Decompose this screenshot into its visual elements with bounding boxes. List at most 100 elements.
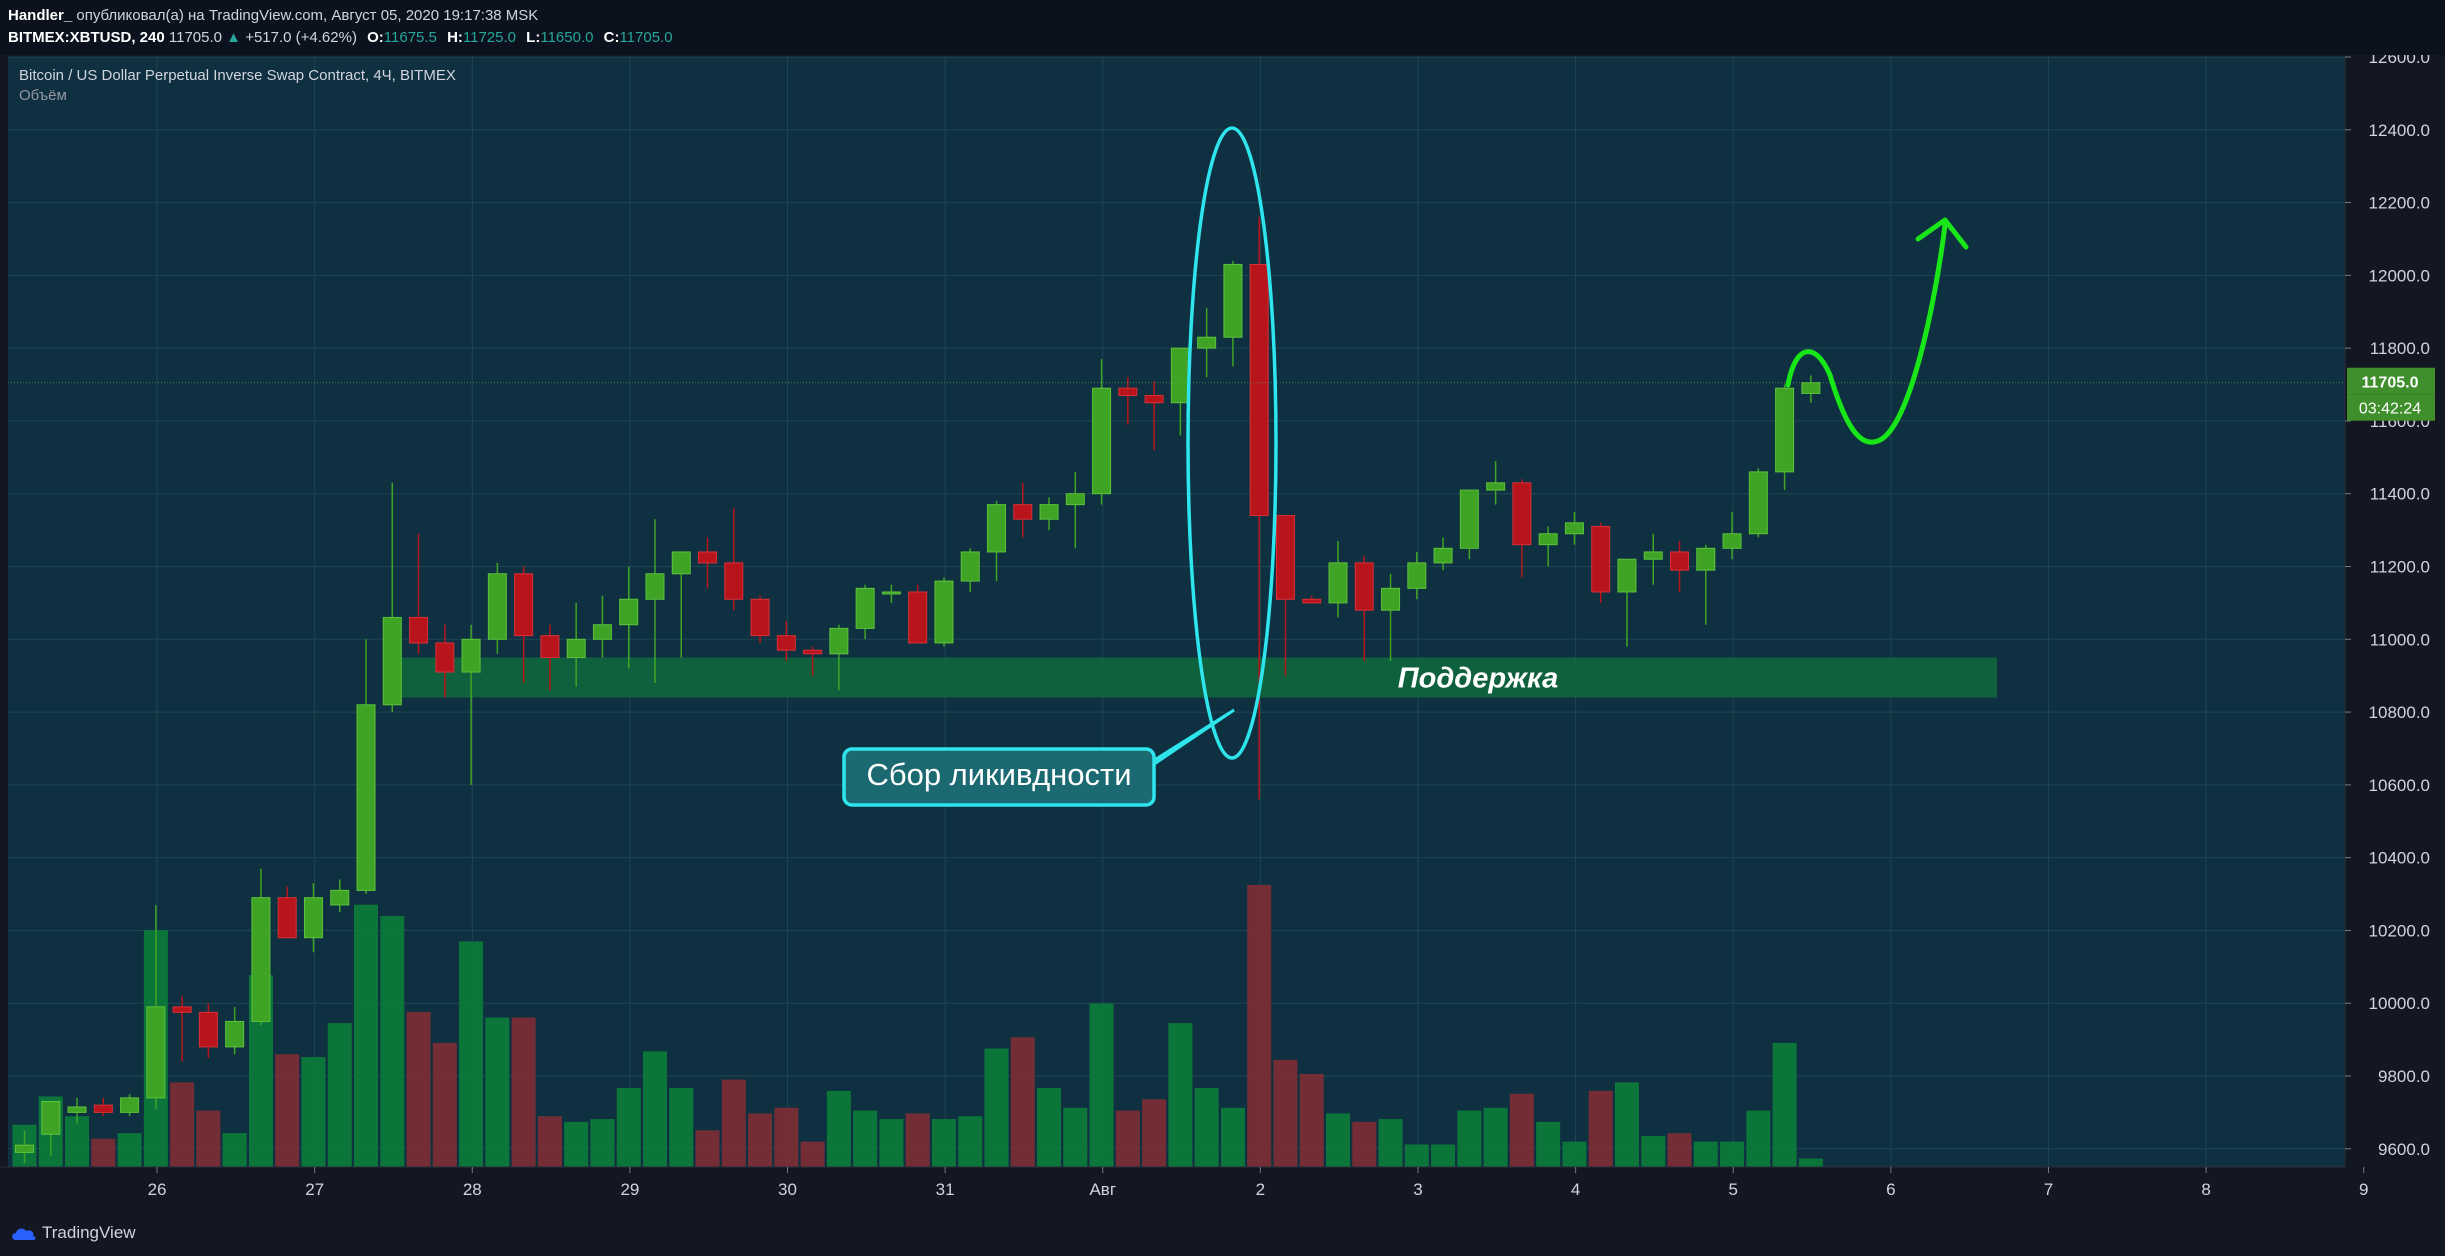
volume-bar: [459, 941, 484, 1167]
author-name[interactable]: Handler_: [8, 7, 73, 24]
volume-bar: [1588, 1090, 1613, 1167]
open-label: O:: [367, 29, 384, 46]
candle-body: [15, 1144, 34, 1153]
candle-body: [409, 616, 429, 644]
candle-body: [93, 1104, 113, 1113]
symbol-info-line: BITMEX:XBTUSD, 240 11705.0 ▲ +517.0 (+4.…: [8, 29, 673, 46]
candle-body: [330, 889, 350, 906]
candle-body: [41, 1100, 61, 1135]
volume-bar: [117, 1133, 142, 1167]
time-tick-label: 6: [1886, 1180, 1895, 1199]
publication-line: Handler_ опубликовал(а) на TradingView.c…: [8, 7, 538, 24]
candle-body: [776, 635, 796, 651]
price-tick-label: 10200.0: [2369, 921, 2430, 940]
volume-bar: [1168, 1023, 1193, 1167]
time-tick-label: 3: [1413, 1180, 1422, 1199]
volume-bar: [354, 904, 379, 1167]
instrument-title[interactable]: Bitcoin / US Dollar Perpetual Inverse Sw…: [19, 67, 456, 84]
volume-bar: [1273, 1059, 1298, 1167]
time-tick-label: 4: [1571, 1180, 1580, 1199]
candle-body: [750, 598, 770, 637]
volume-bar: [1798, 1158, 1823, 1167]
volume-bar: [1746, 1110, 1771, 1167]
candle-body: [1302, 598, 1322, 604]
volume-bar: [1431, 1144, 1456, 1167]
candle-body: [1591, 525, 1611, 593]
high-label: H:: [447, 29, 463, 46]
published-text: опубликовал(а) на TradingView.com, Авгус…: [76, 7, 539, 24]
candle-body: [1617, 558, 1637, 593]
volume-bar: [826, 1090, 851, 1167]
forecast-arrow-path: [1785, 222, 1948, 445]
price-tick-label: 11800.0: [2370, 339, 2430, 358]
volume-bar: [1194, 1088, 1219, 1167]
candle-body: [1643, 551, 1663, 560]
volume-bar: [275, 1054, 300, 1167]
volume-bar: [301, 1057, 326, 1167]
volume-bar: [406, 1011, 431, 1167]
candle-body: [1223, 263, 1243, 338]
volume-bars: [12, 885, 1823, 1167]
candle-body: [1354, 562, 1374, 611]
candle-body: [1433, 547, 1453, 564]
volume-bar: [669, 1088, 694, 1167]
price-axis[interactable]: 9600.0 9800.0 10000.0 10200.0 10400.0 10600.0…: [2344, 55, 2445, 1211]
volume-bar: [1693, 1141, 1718, 1167]
time-tick-label: 2: [1256, 1180, 1265, 1199]
support-zone[interactable]: Поддержка: [395, 657, 1997, 698]
candle-body: [1801, 382, 1821, 394]
volume-bar: [1089, 1003, 1114, 1167]
candle-body: [540, 635, 560, 658]
time-axis-background: [0, 1167, 2445, 1211]
candle-body: [1170, 347, 1190, 404]
change-up-icon: ▲: [226, 29, 242, 46]
liquidity-ellipse: [1186, 126, 1278, 760]
close-value: 11705.0: [619, 29, 673, 46]
candle-body: [356, 704, 376, 891]
candle-body: [1486, 482, 1506, 491]
volume-bar: [879, 1119, 904, 1167]
price-tick-label: 10800.0: [2369, 703, 2430, 722]
volume-bar: [748, 1113, 773, 1167]
tradingview-logo[interactable]: TradingView: [10, 1223, 136, 1243]
volume-bar: [65, 1116, 90, 1167]
brand-name: TradingView: [42, 1223, 136, 1242]
candle-body: [382, 616, 402, 706]
candle-body: [198, 1011, 218, 1048]
volume-bar: [1720, 1141, 1745, 1167]
candle-body: [67, 1106, 87, 1113]
candle-body: [1039, 504, 1059, 520]
symbol-label[interactable]: BITMEX:XBTUSD, 240: [8, 29, 165, 46]
candle-body: [1696, 547, 1716, 571]
callout-box: [842, 747, 1156, 807]
time-tick-label: Авг: [1089, 1180, 1116, 1199]
time-axis[interactable]: 26 27 28 29 30 31 Авг 2 3 4 5 6 7 8 9: [0, 1166, 2445, 1211]
candlestick-chart[interactable]: Поддержка Сбор ликивдности 9600.0 9800.0 1…: [0, 55, 2445, 1211]
candle-body: [1512, 482, 1532, 546]
volume-bar: [1641, 1135, 1666, 1167]
price-tick-label: 12600.0: [2369, 55, 2430, 67]
volume-bar: [170, 1082, 195, 1167]
chart-area[interactable]: Поддержка Сбор ликивдности 9600.0 9800.0 1…: [0, 55, 2445, 1211]
time-tick-label: 27: [305, 1180, 324, 1199]
volume-bar: [91, 1138, 116, 1167]
price-tick-label: 10400.0: [2369, 849, 2430, 868]
candle-body: [146, 1006, 166, 1099]
candle-body: [724, 562, 744, 600]
time-tick-label: 28: [463, 1180, 482, 1199]
volume-bar: [1010, 1037, 1035, 1167]
volume-bar: [1063, 1107, 1088, 1167]
volume-bar: [1614, 1082, 1639, 1167]
volume-bar: [1536, 1121, 1561, 1167]
candle-body: [461, 638, 481, 673]
volume-bar: [511, 1017, 536, 1167]
volume-legend[interactable]: Объём: [19, 87, 67, 104]
time-tick-label: 7: [2044, 1180, 2053, 1199]
time-tick-label: 8: [2201, 1180, 2210, 1199]
candle-body: [435, 642, 455, 673]
candle-body: [908, 591, 928, 644]
drawings[interactable]: Сбор ликивдности: [842, 126, 1969, 807]
candle-body: [120, 1097, 140, 1113]
candle-body: [1748, 471, 1768, 535]
footer-bar: TradingView: [0, 1211, 2445, 1256]
